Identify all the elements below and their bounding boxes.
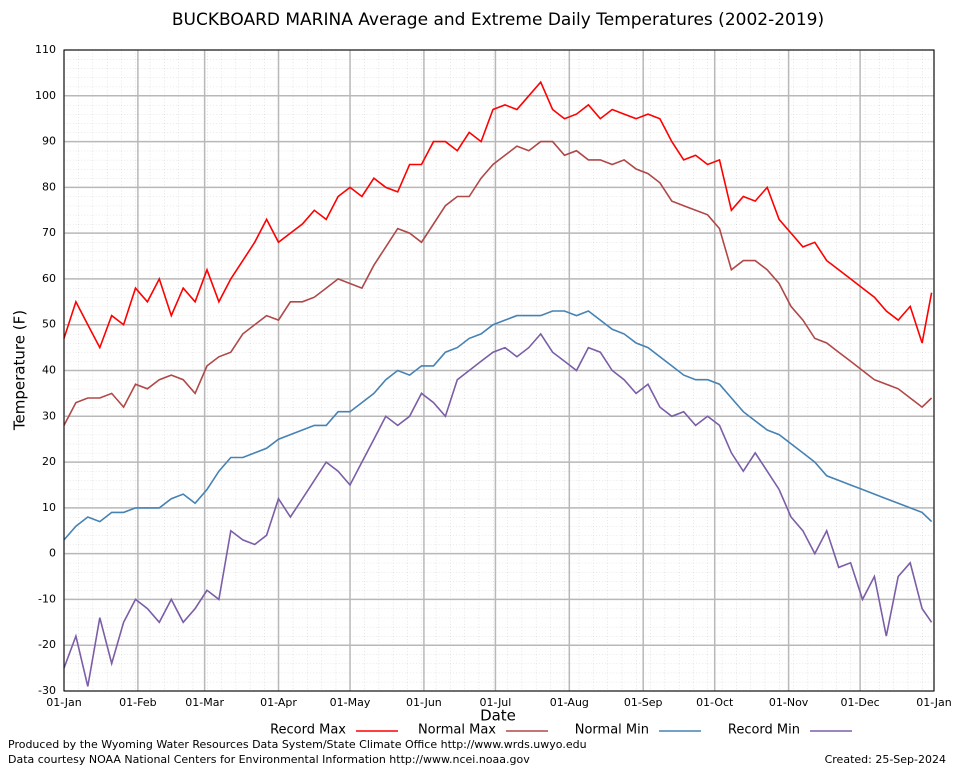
y-tick-label: -20 (38, 638, 56, 651)
x-tick-label: 01-Aug (550, 696, 589, 709)
x-tick-label: 01-Oct (696, 696, 734, 709)
x-tick-label: 01-May (330, 696, 371, 709)
y-tick-label: 70 (42, 226, 56, 239)
y-tick-label: -30 (38, 684, 56, 697)
legend-label: Normal Min (575, 723, 649, 738)
x-tick-label: 01-Jul (479, 696, 511, 709)
y-tick-label: -10 (38, 592, 56, 605)
x-tick-label: 01-Dec (840, 696, 879, 709)
legend-label: Record Min (728, 723, 800, 738)
y-axis-label: Temperature (F) (11, 310, 29, 431)
footer-text: Data courtesy NOAA National Centers for … (8, 753, 530, 766)
y-tick-label: 0 (49, 547, 56, 560)
x-tick-label: 01-Sep (624, 696, 663, 709)
y-tick-label: 80 (42, 180, 56, 193)
series-line (63, 332, 933, 687)
series-line (63, 140, 933, 426)
y-tick-label: 50 (42, 318, 56, 331)
x-tick-label: 01-Jan (46, 696, 82, 709)
x-tick-label: 01-Apr (260, 696, 297, 709)
y-tick-label: 10 (42, 501, 56, 514)
series-line (63, 310, 933, 541)
x-tick-label: 01-Nov (769, 696, 809, 709)
x-tick-label: 01-Mar (185, 696, 224, 709)
y-tick-label: 20 (42, 455, 56, 468)
y-tick-label: 40 (42, 364, 56, 377)
x-tick-label: 01-Jan (916, 696, 952, 709)
legend-label: Record Max (270, 723, 346, 738)
chart-title: BUCKBOARD MARINA Average and Extreme Dai… (172, 10, 824, 30)
footer-text: Produced by the Wyoming Water Resources … (8, 738, 587, 751)
x-tick-label: 01-Jun (406, 696, 442, 709)
y-tick-label: 110 (35, 43, 56, 56)
series-line (63, 80, 933, 350)
y-tick-label: 90 (42, 135, 56, 148)
y-tick-label: 100 (35, 89, 56, 102)
y-tick-label: 30 (42, 409, 56, 422)
footer-text: Created: 25-Sep-2024 (825, 753, 946, 766)
legend-label: Normal Max (418, 723, 496, 738)
y-tick-label: 60 (42, 272, 56, 285)
plot-frame (63, 49, 935, 692)
x-tick-label: 01-Feb (119, 696, 156, 709)
x-axis-label: Date (480, 707, 516, 725)
